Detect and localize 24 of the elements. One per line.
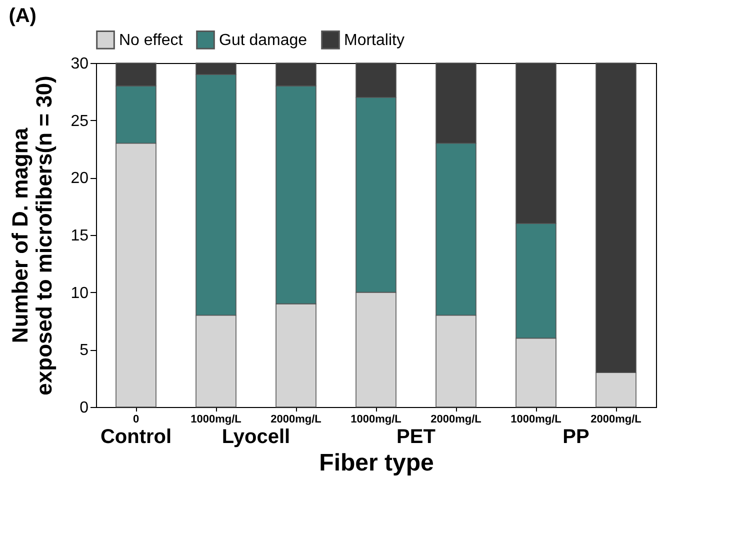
y-tick-label: 30 [70, 56, 89, 72]
text: Number of D. magna [8, 128, 33, 344]
text: exposed to microfibers(n = 30) [32, 76, 57, 396]
y-tick-label: 15 [70, 228, 89, 244]
x-tick-label: 2000mg/L [430, 414, 482, 426]
x-tick-label: 1000mg/L [350, 414, 402, 426]
chart-title: (A) [8, 5, 36, 27]
x-tick-label: 1000mg/L [510, 414, 562, 426]
y-tick-label: 20 [70, 170, 89, 188]
text: PET [396, 426, 436, 448]
y-tick-label: 25 [70, 112, 89, 130]
legend-label: No effect [119, 32, 184, 49]
x-tick-label: 2000mg/L [270, 414, 322, 426]
x-tick-label: 2000mg/L [590, 414, 642, 426]
text: PP [562, 426, 590, 448]
x-tick-label: 1000mg/L [190, 414, 242, 426]
legend-label: Mortality [344, 32, 404, 49]
text: Lyocell [222, 426, 290, 448]
x-tick-label: 0 [132, 414, 140, 426]
y-tick-label: 5 [80, 342, 89, 360]
legend-label: Gut damage [219, 32, 308, 49]
x-axis-title: Fiber type [319, 450, 434, 476]
text: Control [100, 426, 172, 448]
y-tick-label: 10 [70, 284, 89, 302]
